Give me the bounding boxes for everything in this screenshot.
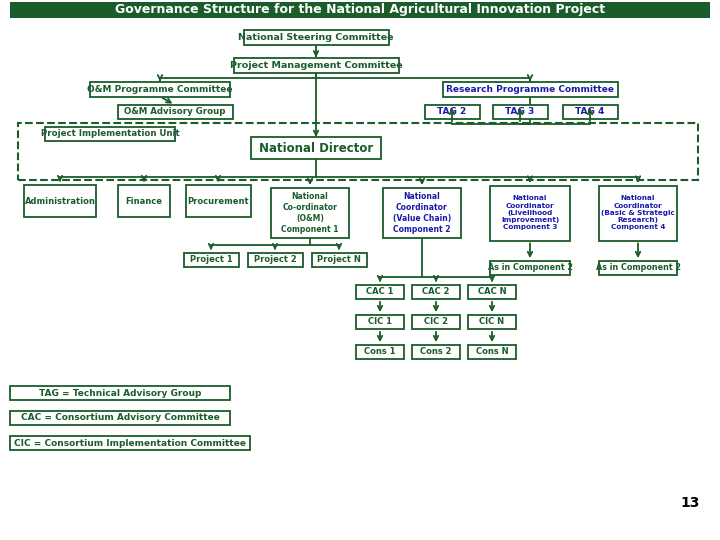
Text: Finance: Finance xyxy=(125,197,163,206)
Text: Project 2: Project 2 xyxy=(253,255,297,265)
FancyBboxPatch shape xyxy=(412,285,460,299)
Text: Cons 1: Cons 1 xyxy=(364,348,396,356)
FancyBboxPatch shape xyxy=(599,186,677,240)
Text: CIC = Consortium Implementation Committee: CIC = Consortium Implementation Committe… xyxy=(14,438,246,448)
Text: Project Management Committee: Project Management Committee xyxy=(230,60,402,70)
FancyBboxPatch shape xyxy=(248,253,302,267)
FancyBboxPatch shape xyxy=(490,261,570,275)
FancyBboxPatch shape xyxy=(468,315,516,329)
FancyBboxPatch shape xyxy=(271,188,349,238)
Text: Administration: Administration xyxy=(24,197,96,206)
FancyBboxPatch shape xyxy=(24,185,96,217)
Text: CAC = Consortium Advisory Committee: CAC = Consortium Advisory Committee xyxy=(21,414,220,422)
FancyBboxPatch shape xyxy=(468,345,516,359)
Text: TAG 3: TAG 3 xyxy=(505,107,535,117)
FancyBboxPatch shape xyxy=(184,253,238,267)
FancyBboxPatch shape xyxy=(118,185,170,217)
FancyBboxPatch shape xyxy=(312,253,366,267)
Text: Research Programme Committee: Research Programme Committee xyxy=(446,84,614,93)
Text: CIC N: CIC N xyxy=(480,318,505,327)
FancyBboxPatch shape xyxy=(443,82,618,97)
Text: National Steering Committee: National Steering Committee xyxy=(238,32,394,42)
FancyBboxPatch shape xyxy=(90,82,230,97)
FancyBboxPatch shape xyxy=(356,315,404,329)
FancyBboxPatch shape xyxy=(251,137,381,159)
FancyBboxPatch shape xyxy=(468,285,516,299)
FancyBboxPatch shape xyxy=(233,57,398,72)
Text: National
Co-ordinator
(O&M)
Component 1: National Co-ordinator (O&M) Component 1 xyxy=(282,192,338,234)
FancyBboxPatch shape xyxy=(10,386,230,400)
FancyBboxPatch shape xyxy=(10,411,230,425)
Text: TAG = Technical Advisory Group: TAG = Technical Advisory Group xyxy=(39,388,201,397)
Text: Procurement: Procurement xyxy=(187,197,249,206)
Text: CAC N: CAC N xyxy=(477,287,506,296)
Text: 13: 13 xyxy=(680,496,700,510)
Text: Governance Structure for the National Agricultural Innovation Project: Governance Structure for the National Ag… xyxy=(115,3,605,17)
Text: CIC 1: CIC 1 xyxy=(368,318,392,327)
FancyBboxPatch shape xyxy=(45,127,175,141)
FancyBboxPatch shape xyxy=(186,185,251,217)
FancyBboxPatch shape xyxy=(356,285,404,299)
Text: O&M Advisory Group: O&M Advisory Group xyxy=(125,107,226,117)
FancyBboxPatch shape xyxy=(10,436,250,450)
FancyBboxPatch shape xyxy=(412,345,460,359)
FancyBboxPatch shape xyxy=(243,30,389,44)
Text: Project Implementation Unit: Project Implementation Unit xyxy=(40,130,179,138)
Text: Project 1: Project 1 xyxy=(189,255,233,265)
Text: As in Component 2: As in Component 2 xyxy=(487,264,572,273)
FancyBboxPatch shape xyxy=(492,105,547,119)
Text: TAG 4: TAG 4 xyxy=(575,107,605,117)
Text: Cons N: Cons N xyxy=(476,348,508,356)
Text: Cons 2: Cons 2 xyxy=(420,348,451,356)
FancyBboxPatch shape xyxy=(117,105,233,119)
Text: National
Coordinator
(Value Chain)
Component 2: National Coordinator (Value Chain) Compo… xyxy=(393,192,451,234)
Text: O&M Programme Committee: O&M Programme Committee xyxy=(87,84,233,93)
Text: National Director: National Director xyxy=(259,141,373,154)
FancyBboxPatch shape xyxy=(383,188,461,238)
FancyBboxPatch shape xyxy=(10,2,710,18)
Text: CAC 1: CAC 1 xyxy=(366,287,394,296)
Text: National
Coordinator
(Livelihood
Improvement)
Component 3: National Coordinator (Livelihood Improve… xyxy=(501,195,559,231)
Text: National
Coordinator
(Basic & Strategic
Research)
Component 4: National Coordinator (Basic & Strategic … xyxy=(601,195,675,231)
Text: As in Component 2: As in Component 2 xyxy=(595,264,680,273)
Text: Project N: Project N xyxy=(317,255,361,265)
FancyBboxPatch shape xyxy=(356,345,404,359)
FancyBboxPatch shape xyxy=(425,105,480,119)
FancyBboxPatch shape xyxy=(490,186,570,240)
FancyBboxPatch shape xyxy=(562,105,618,119)
Text: TAG 2: TAG 2 xyxy=(437,107,467,117)
FancyBboxPatch shape xyxy=(599,261,677,275)
Text: CAC 2: CAC 2 xyxy=(422,287,450,296)
Text: CIC 2: CIC 2 xyxy=(424,318,448,327)
FancyBboxPatch shape xyxy=(412,315,460,329)
